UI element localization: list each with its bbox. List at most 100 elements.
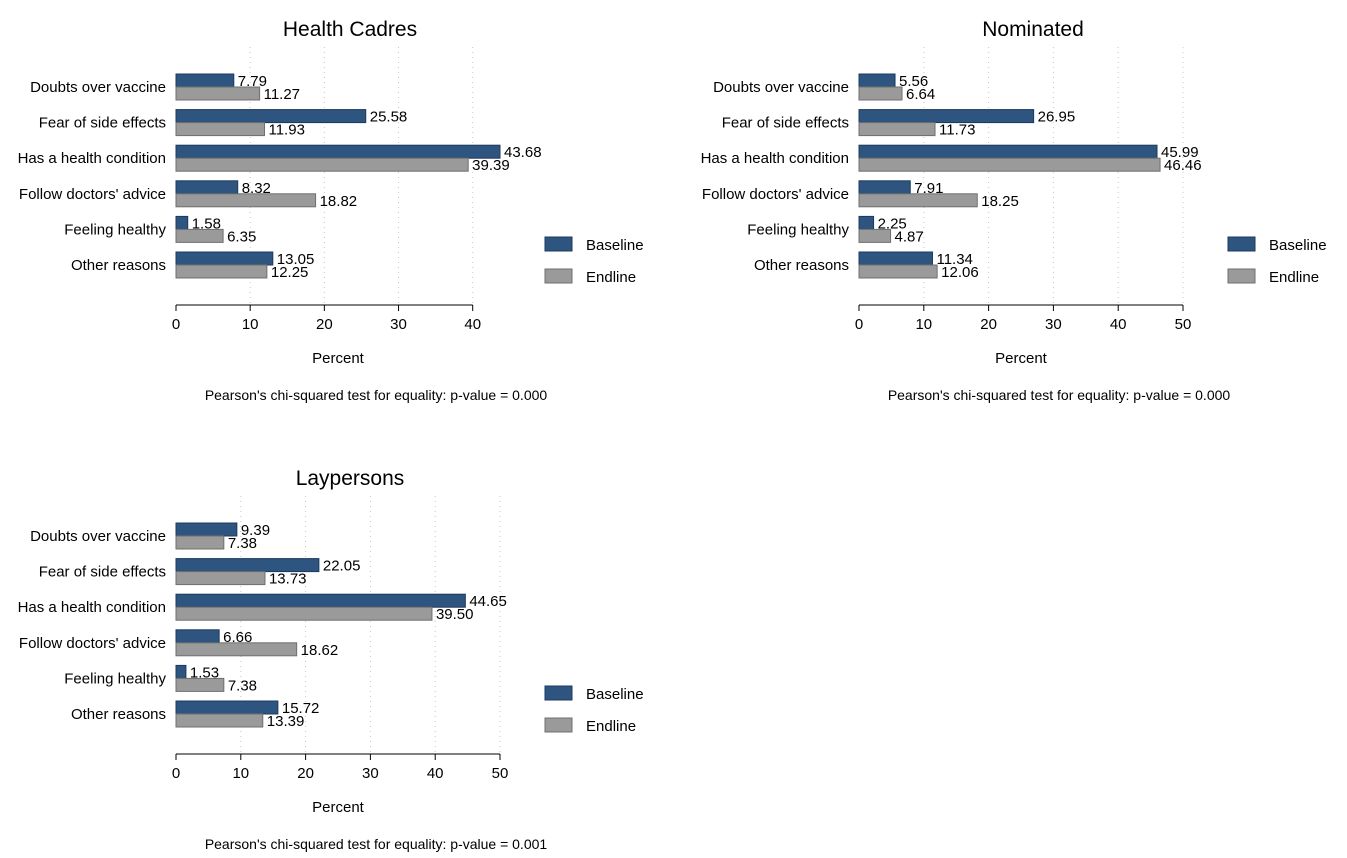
endline-value-label: 12.06 — [941, 264, 979, 281]
baseline-value-label: 8.32 — [242, 180, 271, 197]
baseline-bar — [858, 180, 911, 195]
chi-squared-note: Pearson's chi-squared test for equality:… — [205, 836, 548, 852]
baseline-bar — [175, 629, 220, 644]
baseline-value-label: 6.66 — [223, 629, 252, 646]
chi-squared-note: Pearson's chi-squared test for equality:… — [888, 387, 1231, 403]
baseline-bar — [175, 109, 367, 124]
endline-value-label: 11.27 — [264, 86, 300, 103]
x-tick-label: 40 — [464, 316, 481, 333]
baseline-value-label: 11.34 — [936, 251, 972, 268]
legend-label-endline: Endline — [586, 269, 636, 286]
chart-panel-2: Nominated Doubts over vaccine 5.566.64 Fear… — [701, 18, 1327, 403]
category-label: Fear of side effects — [39, 115, 166, 132]
baseline-value-label: 44.65 — [469, 593, 507, 610]
category-label: Fear of side effects — [39, 564, 166, 581]
baseline-value-label: 7.91 — [914, 180, 943, 197]
baseline-bar — [175, 73, 235, 88]
baseline-value-label: 43.68 — [504, 144, 542, 161]
category-label: Feeling healthy — [64, 670, 166, 687]
baseline-bar — [858, 215, 875, 230]
legend-swatch-endline — [1227, 268, 1256, 284]
baseline-bar — [175, 215, 189, 230]
x-tick-label: 10 — [915, 316, 932, 333]
endline-value-label: 6.64 — [906, 86, 935, 103]
baseline-bar — [175, 664, 187, 679]
category-label: Other reasons — [71, 706, 166, 723]
endline-value-label: 13.73 — [269, 571, 307, 588]
endline-value-label: 7.38 — [228, 677, 257, 694]
endline-bar — [858, 228, 892, 243]
baseline-value-label: 1.53 — [190, 664, 219, 681]
category-label: Doubts over vaccine — [30, 528, 166, 545]
x-tick-label: 0 — [172, 316, 180, 333]
endline-bar — [175, 228, 224, 243]
x-axis-title: Percent — [312, 350, 365, 367]
endline-bar — [175, 713, 264, 728]
endline-bar — [175, 193, 317, 208]
chart-panel-1: Health Cadres Doubts over vaccine 7.7911.2… — [18, 18, 644, 403]
endline-bar — [858, 86, 903, 101]
endline-value-label: 18.62 — [301, 642, 339, 659]
x-tick-label: 50 — [1175, 316, 1192, 333]
endline-bar — [858, 122, 936, 137]
legend-label-endline: Endline — [1269, 269, 1319, 286]
baseline-value-label: 9.39 — [241, 522, 270, 539]
baseline-bar — [175, 180, 239, 195]
endline-value-label: 7.38 — [228, 535, 257, 552]
category-label: Other reasons — [71, 257, 166, 274]
category-label: Has a health condition — [18, 150, 166, 167]
legend-swatch-endline — [544, 717, 573, 733]
baseline-bar — [175, 700, 279, 715]
category-label: Has a health condition — [18, 599, 166, 616]
chi-squared-note: Pearson's chi-squared test for equality:… — [205, 387, 548, 403]
baseline-value-label: 26.95 — [1038, 109, 1076, 126]
endline-value-label: 18.25 — [981, 193, 1019, 210]
x-tick-label: 20 — [316, 316, 333, 333]
x-tick-label: 40 — [427, 765, 444, 782]
endline-value-label: 46.46 — [1164, 157, 1202, 174]
category-label: Feeling healthy — [64, 221, 166, 238]
baseline-bar — [175, 251, 274, 266]
endline-value-label: 18.82 — [320, 193, 358, 210]
legend-label-baseline: Baseline — [586, 686, 644, 703]
category-label: Follow doctors' advice — [19, 186, 166, 203]
x-tick-label: 20 — [297, 765, 314, 782]
endline-bar — [175, 264, 268, 279]
baseline-value-label: 45.99 — [1161, 144, 1199, 161]
category-label: Follow doctors' advice — [702, 186, 849, 203]
legend-label-baseline: Baseline — [1269, 237, 1327, 254]
x-tick-label: 30 — [1045, 316, 1062, 333]
baseline-value-label: 5.56 — [899, 73, 928, 90]
baseline-bar — [858, 144, 1158, 159]
category-label: Fear of side effects — [722, 115, 849, 132]
legend-swatch-baseline — [1227, 236, 1256, 252]
endline-bar — [175, 677, 225, 692]
endline-bar — [175, 606, 433, 621]
x-tick-label: 20 — [980, 316, 997, 333]
baseline-bar — [858, 73, 896, 88]
category-label: Other reasons — [754, 257, 849, 274]
x-tick-label: 0 — [855, 316, 863, 333]
baseline-value-label: 15.72 — [282, 700, 320, 717]
endline-bar — [175, 86, 261, 101]
baseline-value-label: 25.58 — [370, 109, 408, 126]
endline-value-label: 11.93 — [268, 122, 304, 139]
baseline-bar — [858, 251, 933, 266]
endline-value-label: 39.39 — [472, 157, 510, 174]
baseline-value-label: 1.58 — [192, 215, 221, 232]
chart-title: Nominated — [982, 18, 1084, 41]
endline-bar — [858, 264, 938, 279]
legend-swatch-baseline — [544, 685, 573, 701]
baseline-value-label: 2.25 — [878, 215, 907, 232]
baseline-value-label: 22.05 — [323, 558, 361, 575]
baseline-bar — [175, 144, 501, 159]
endline-value-label: 6.35 — [227, 228, 256, 245]
endline-bar — [175, 122, 265, 137]
baseline-value-label: 7.79 — [238, 73, 267, 90]
x-tick-label: 0 — [172, 765, 180, 782]
legend-swatch-baseline — [544, 236, 573, 252]
endline-bar — [175, 642, 298, 657]
endline-value-label: 4.87 — [895, 228, 924, 245]
